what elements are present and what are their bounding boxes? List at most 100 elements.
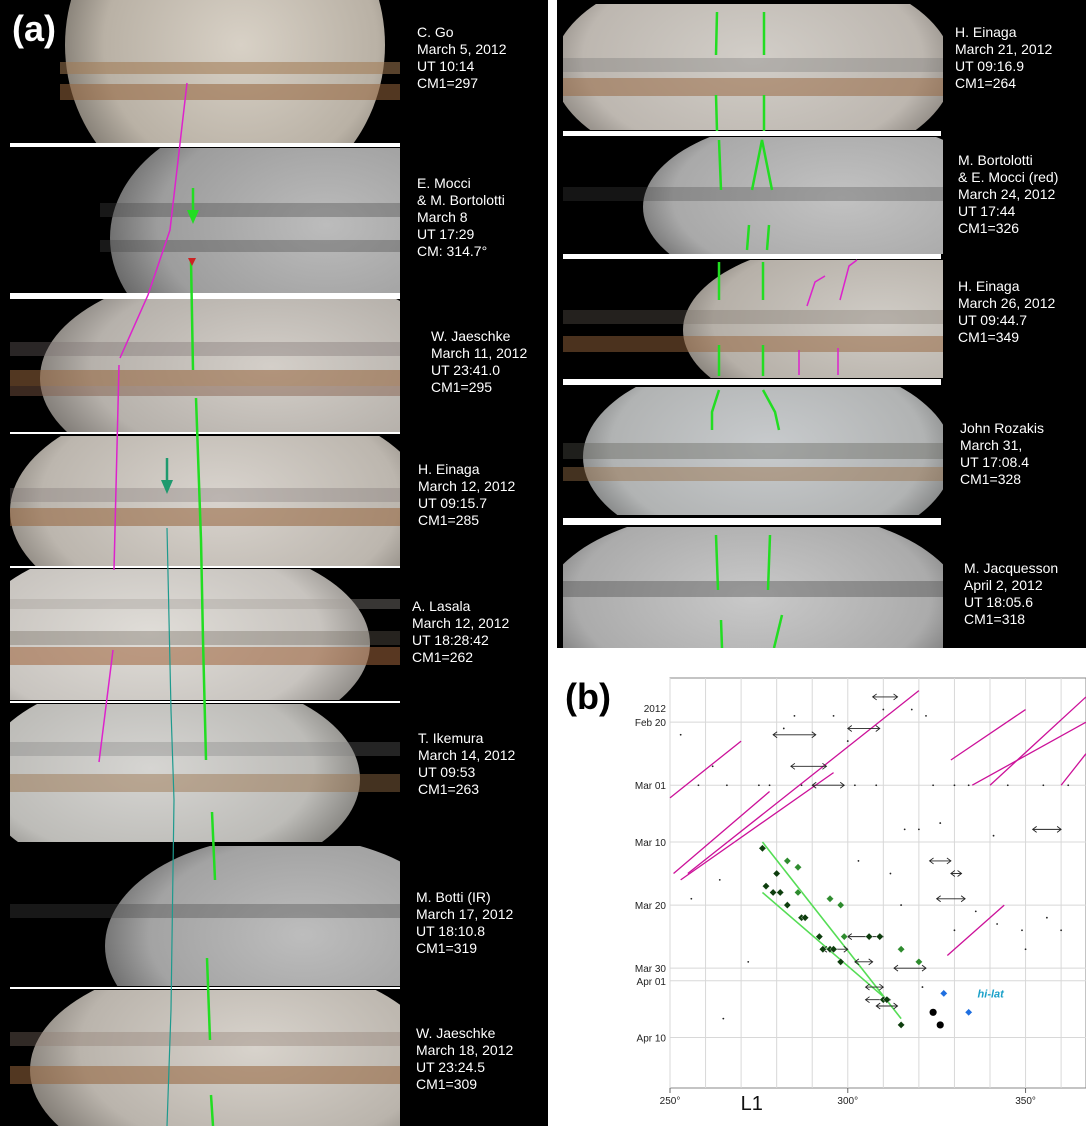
separator-line	[10, 432, 400, 434]
image-caption-1: C. Go March 5, 2012 UT 10:14 CM1=297	[417, 24, 507, 91]
jupiter-image-11	[563, 260, 943, 378]
magenta-drift-line	[946, 904, 1005, 957]
arrow-mark-head	[811, 731, 817, 739]
hi-lat-label: hi-lat	[978, 988, 1006, 1000]
jupiter-image-10	[563, 137, 943, 254]
arrow-mark-head	[864, 996, 870, 1004]
detection-dot	[875, 784, 878, 787]
image-caption-5: A. Lasala March 12, 2012 UT 18:28:42 CM1=26…	[412, 598, 510, 665]
arrow-mark-head	[864, 983, 870, 991]
image-caption-2: E. Mocci & M. Bortolotti March 8 UT 17:29 CM…	[417, 175, 505, 259]
x-tick-label: 350°	[1015, 1096, 1036, 1107]
x-axis-title: L1	[741, 1093, 763, 1115]
image-caption-3: W. Jaeschke March 11, 2012 UT 23:41.0 CM1=2…	[431, 328, 528, 395]
data-point	[865, 932, 873, 941]
jupiter-image-1	[60, 0, 400, 143]
detection-dot	[1006, 784, 1009, 787]
data-point	[840, 932, 849, 941]
detection-dot	[679, 733, 682, 736]
data-point	[915, 957, 923, 966]
detection-dot	[857, 860, 860, 862]
arrow-mark-head	[957, 870, 963, 877]
detection-dot	[846, 740, 849, 742]
separator-line	[563, 379, 941, 385]
separator-line	[10, 701, 400, 703]
y-tick-label: Mar 20	[635, 901, 667, 912]
data-point	[897, 1021, 905, 1029]
magenta-drift-line	[687, 690, 920, 875]
data-point	[964, 1008, 973, 1017]
data-point	[783, 901, 792, 909]
y-tick-label: Apr 01	[637, 977, 667, 988]
magenta-drift-line	[673, 791, 770, 875]
data-point	[815, 932, 824, 941]
arrow-mark-head	[879, 983, 885, 991]
drift-fit-line	[761, 891, 888, 1001]
y-tick-label: Mar 10	[635, 838, 667, 849]
data-point	[826, 894, 834, 903]
image-caption-12: John Rozakis March 31, UT 17:08.4 CM1=328	[960, 420, 1045, 487]
separator-line	[10, 987, 400, 989]
detection-dot	[757, 784, 760, 787]
data-point	[762, 882, 770, 891]
arrow-mark-head	[946, 857, 952, 865]
jupiter-image-2	[100, 148, 400, 295]
data-point	[772, 869, 781, 878]
separator-line	[10, 143, 400, 147]
detection-dot	[910, 708, 913, 711]
data-point	[836, 957, 845, 966]
arrow-mark-head	[847, 725, 853, 732]
detection-dot	[953, 929, 956, 932]
detection-dot	[722, 1017, 725, 1020]
plot-area	[669, 677, 1086, 1089]
detection-dot	[782, 727, 785, 730]
arrow-mark-head	[772, 731, 778, 739]
jupiter-image-4	[10, 436, 400, 566]
image-caption-10: M. Bortolotti & E. Mocci (red) March 24, 2…	[958, 152, 1059, 236]
jupiter-image-5	[10, 569, 400, 700]
detection-dot	[1021, 929, 1023, 932]
arrow-mark-head	[928, 857, 934, 865]
detection-dot	[974, 910, 977, 913]
image-caption-7: M. Botti (IR) March 17, 2012 UT 18:10.8 CM1…	[416, 889, 514, 956]
data-point	[776, 888, 785, 897]
data-point	[758, 844, 767, 853]
data-point	[939, 989, 948, 998]
arrow-mark-head	[839, 781, 845, 789]
data-point	[929, 1008, 937, 1016]
image-caption-11: H. Einaga March 26, 2012 UT 09:44.7 CM1=349	[958, 278, 1056, 345]
image-caption-8: W. Jaeschke March 18, 2012 UT 23:24.5 CM1=3…	[416, 1025, 514, 1092]
x-tick-label: 300°	[837, 1096, 858, 1107]
detection-dot	[996, 923, 999, 925]
magenta-drift-line	[971, 721, 1086, 786]
detection-dot	[889, 872, 892, 875]
image-caption-9: H. Einaga March 21, 2012 UT 09:16.9 CM1=264	[955, 24, 1053, 91]
separator-line	[563, 254, 941, 259]
detection-dot	[1042, 784, 1045, 787]
detection-dot	[1024, 948, 1027, 951]
arrow-mark-head	[854, 958, 860, 966]
y-tick-label: Mar 30	[635, 964, 667, 975]
arrow-mark-head	[822, 762, 828, 770]
arrow-mark-head	[843, 945, 849, 953]
data-point	[875, 932, 884, 941]
arrow-mark-head	[893, 693, 899, 701]
detection-dot	[697, 784, 700, 787]
detection-dot	[882, 708, 885, 711]
detection-dot	[768, 784, 771, 787]
x-tick-label: 250°	[660, 1096, 681, 1107]
year-label: 2012	[644, 704, 667, 715]
arrow-mark-head	[1031, 826, 1037, 833]
detection-dot	[800, 784, 803, 787]
panel-b-label: (b)	[565, 676, 611, 717]
image-caption-6: T. Ikemura March 14, 2012 UT 09:53 CM1=263	[418, 730, 516, 797]
drift-fit-line	[761, 841, 902, 1020]
detection-dot	[953, 784, 956, 787]
image-caption-4: H. Einaga March 12, 2012 UT 09:15.7 CM1=285	[418, 461, 516, 528]
data-point	[801, 913, 809, 922]
data-point	[794, 888, 802, 897]
y-tick-label: Apr 10	[637, 1034, 667, 1045]
detection-dot	[925, 714, 927, 717]
data-point	[897, 945, 905, 954]
arrow-mark-head	[921, 964, 927, 972]
